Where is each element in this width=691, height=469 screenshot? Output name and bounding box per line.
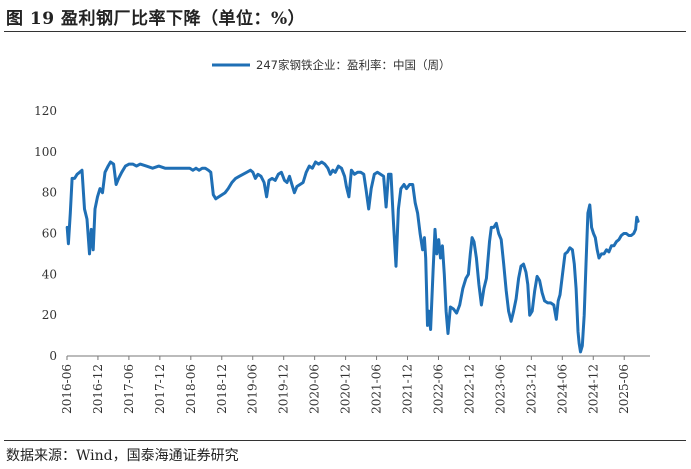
y-tick-label: 120 xyxy=(34,104,57,118)
x-tick-label: 2020-06 xyxy=(308,364,322,414)
legend: 247家钢铁企业：盈利率：中国（周） xyxy=(212,58,450,72)
x-tick-label: 2019-06 xyxy=(246,364,260,414)
plot-area xyxy=(65,160,640,354)
series-line-profitable-ratio xyxy=(65,160,640,354)
source-rule xyxy=(4,440,686,441)
x-tick-label: 2024-12 xyxy=(586,364,600,414)
title-rule xyxy=(4,31,686,32)
x-tick-label: 2019-12 xyxy=(277,364,291,414)
legend-label: 247家钢铁企业：盈利率：中国（周） xyxy=(256,58,450,72)
x-tick-label: 2022-12 xyxy=(462,364,476,414)
x-tick-label: 2025-06 xyxy=(617,364,631,414)
x-tick-label: 2024-06 xyxy=(555,364,569,414)
y-tick-label: 80 xyxy=(42,186,57,200)
x-tick-label: 2018-06 xyxy=(184,364,198,414)
y-tick-label: 20 xyxy=(42,308,57,322)
x-tick-label: 2020-12 xyxy=(339,364,353,414)
x-tick-label: 2017-12 xyxy=(153,364,167,414)
line-chart: 247家钢铁企业：盈利率：中国（周） 0 20 40 60 80 100 120 2016-… xyxy=(34,58,650,414)
x-tick-label: 2016-06 xyxy=(60,364,74,414)
x-tick-label: 2023-12 xyxy=(524,364,538,414)
y-tick-label: 100 xyxy=(34,145,57,159)
source-note: 数据来源：Wind，国泰海通证券研究 xyxy=(6,448,239,464)
y-tick-label: 60 xyxy=(42,227,57,241)
figure-title: 图 19 盈利钢厂比率下降（单位：%） xyxy=(6,9,306,29)
x-tick-label: 2018-12 xyxy=(215,364,229,414)
x-tick-label: 2021-12 xyxy=(401,364,415,414)
x-tick-label: 2021-06 xyxy=(370,364,384,414)
x-axis: 2016-06 2016-12 2017-06 2017-12 2018-06 2018-… xyxy=(60,355,650,414)
y-axis: 0 20 40 60 80 100 120 xyxy=(34,104,57,363)
x-tick-label: 2022-06 xyxy=(431,364,445,414)
x-tick-label: 2016-12 xyxy=(91,364,105,414)
x-tick-label: 2023-06 xyxy=(493,364,507,414)
x-tick-label: 2017-06 xyxy=(122,364,136,414)
y-tick-label: 0 xyxy=(49,349,57,363)
y-tick-label: 40 xyxy=(42,267,57,281)
